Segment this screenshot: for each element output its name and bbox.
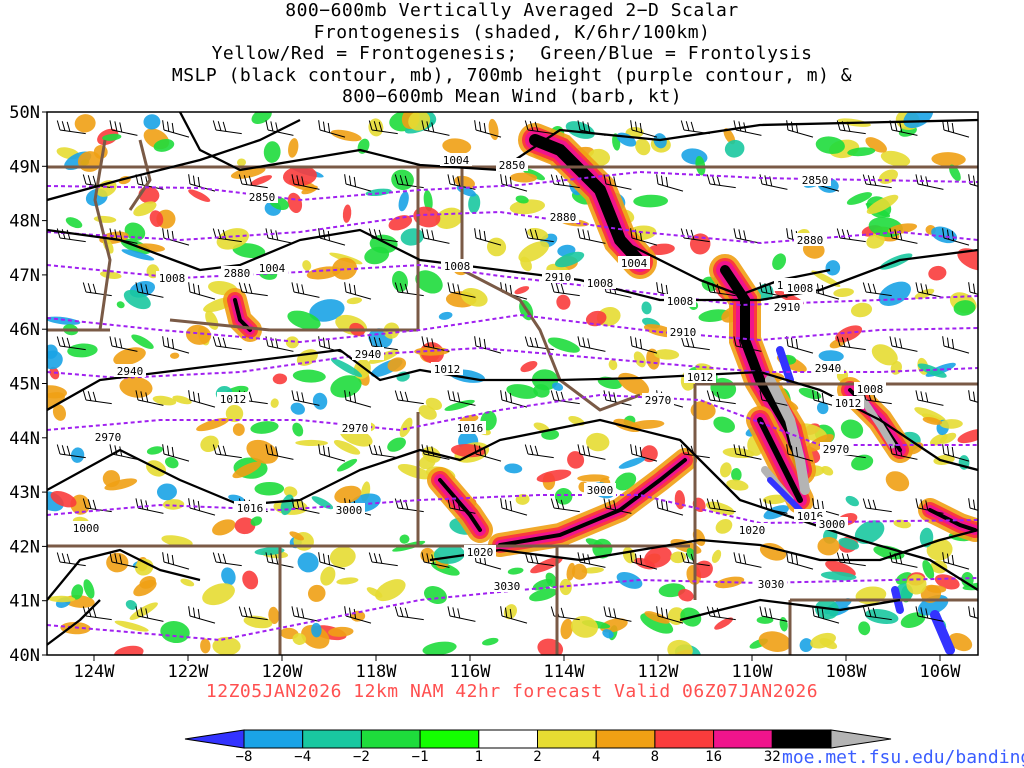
lat-label: 49N	[9, 157, 40, 177]
height-contours	[47, 170, 978, 642]
mslp-label: 1008	[667, 295, 694, 308]
lon-label: 110W	[732, 662, 774, 682]
lat-label: 45N	[9, 375, 40, 395]
colorbar-box	[537, 729, 597, 749]
title-line-4: MSLP (black contour, mb), 700mb height (…	[171, 64, 853, 86]
mslp-label: 1004	[259, 262, 286, 275]
mslp-label: 1020	[467, 546, 494, 559]
colorbar-label: −1	[412, 749, 429, 765]
colorbar-label: −4	[294, 749, 311, 765]
lat-label: 40N	[9, 646, 40, 666]
mslp-label: 1008	[857, 383, 884, 396]
colorbar-box	[419, 729, 480, 749]
height-label: 2970	[645, 394, 672, 407]
height-label: 2910	[774, 301, 801, 314]
lon-label: 118W	[356, 662, 398, 682]
lon-label: 106W	[920, 662, 962, 682]
height-label: 2940	[117, 365, 144, 378]
mslp-label: 1008	[787, 282, 814, 295]
height-label: 2880	[224, 267, 251, 280]
latitude-labels: 50N 49N 48N 47N 46N 45N 44N 43N 42N 41N 40N	[9, 103, 40, 666]
colorbar-label: −8	[236, 749, 253, 765]
lat-label: 48N	[9, 212, 40, 232]
mslp-label: 1008	[587, 277, 614, 290]
mslp-label: 1008	[444, 260, 471, 273]
mslp-label: 1004	[443, 154, 470, 167]
colorbar-boxes	[184, 729, 892, 749]
colorbar-label: 8	[651, 749, 659, 765]
height-label: 2880	[797, 234, 824, 247]
colorbar-label: 2	[533, 749, 541, 765]
colorbar-box	[713, 729, 773, 749]
lon-label: 108W	[826, 662, 868, 682]
height-label: 2970	[95, 431, 122, 444]
axis-ticks	[42, 111, 941, 661]
lon-label: 114W	[544, 662, 586, 682]
title-line-1: 800−600mb Vertically Averaged 2−D Scalar	[285, 0, 739, 21]
colorbar-box	[771, 729, 832, 749]
contour-labels: 1004100410041004100810081008100810081008…	[70, 153, 886, 593]
mslp-label: 1000	[73, 522, 100, 535]
mslp-label: 1020	[739, 524, 766, 537]
height-label: 2970	[342, 422, 369, 435]
height-label: 2850	[802, 174, 829, 187]
title-line-2: Frontogenesis (shaded, K/6hr/100km)	[313, 21, 711, 43]
height-label: 2940	[355, 348, 382, 361]
colorbar-box	[243, 729, 304, 749]
height-label: 2880	[550, 211, 577, 224]
height-label: 2850	[499, 159, 526, 172]
title-line-3: Yellow/Red = Frontogenesis; Green/Blue =…	[211, 43, 813, 64]
lon-label: 116W	[450, 662, 492, 682]
height-label: 2940	[815, 362, 842, 375]
height-label: 3000	[587, 484, 614, 497]
height-label: 3000	[336, 504, 363, 517]
lon-label: 122W	[168, 662, 210, 682]
height-label: 2910	[545, 271, 572, 284]
colorbar-box	[360, 729, 421, 749]
height-label: 2910	[670, 326, 697, 339]
mslp-label: 1004	[621, 257, 648, 270]
height-label: 3000	[819, 518, 846, 531]
state-borders	[47, 139, 978, 655]
height-label: 3030	[758, 578, 785, 591]
height-label: 3030	[494, 580, 521, 593]
colorbar-box	[595, 729, 656, 749]
lat-label: 46N	[9, 320, 40, 340]
mslp-label: 1012	[835, 397, 862, 410]
height-label: 2850	[249, 191, 276, 204]
colorbar: −8 −4 −2 −1 1 2 4 8 16 32	[184, 729, 892, 765]
colorbar-box	[478, 729, 538, 749]
mslp-label: 1012	[687, 371, 714, 384]
valid-time-text: 12Z05JAN2026 12km NAM 42hr forecast Vali…	[205, 681, 819, 702]
colorbar-box	[654, 729, 715, 749]
map-title: 800−600mb Vertically Averaged 2−D Scalar…	[0, 0, 1024, 108]
lat-label: 42N	[9, 537, 40, 557]
colorbar-label: −2	[353, 749, 370, 765]
colorbar-label: 1	[475, 749, 483, 765]
mslp-label: 1016	[457, 422, 484, 435]
wind-barbs	[56, 120, 978, 624]
lat-label: 44N	[9, 429, 40, 449]
lon-label: 120W	[262, 662, 304, 682]
colorbar-label: 16	[705, 749, 722, 765]
mslp-label: 1008	[159, 272, 186, 285]
colorbar-labels: −8 −4 −2 −1 1 2 4 8 16 32	[236, 749, 781, 765]
lat-label: 50N	[9, 103, 40, 123]
credit-link[interactable]: moe.met.fsu.edu/banding	[782, 747, 1024, 768]
mslp-label: 1016	[237, 502, 264, 515]
mslp-label: 1012	[220, 393, 247, 406]
mslp-label: 1012	[434, 363, 461, 376]
longitude-labels: 124W 122W 120W 118W 116W 114W 112W 110W 108W 106W	[74, 662, 962, 682]
colorbar-label: 32	[764, 749, 781, 765]
lat-label: 47N	[9, 266, 40, 286]
height-label: 2970	[823, 443, 850, 456]
colorbar-label: 4	[592, 749, 600, 765]
lon-label: 112W	[638, 662, 680, 682]
title-line-5: 800−600mb Mean Wind (barb, kt)	[341, 86, 683, 107]
lat-label: 41N	[9, 592, 40, 612]
colorbar-box	[302, 729, 362, 749]
lat-label: 43N	[9, 483, 40, 503]
lon-label: 124W	[74, 662, 116, 682]
